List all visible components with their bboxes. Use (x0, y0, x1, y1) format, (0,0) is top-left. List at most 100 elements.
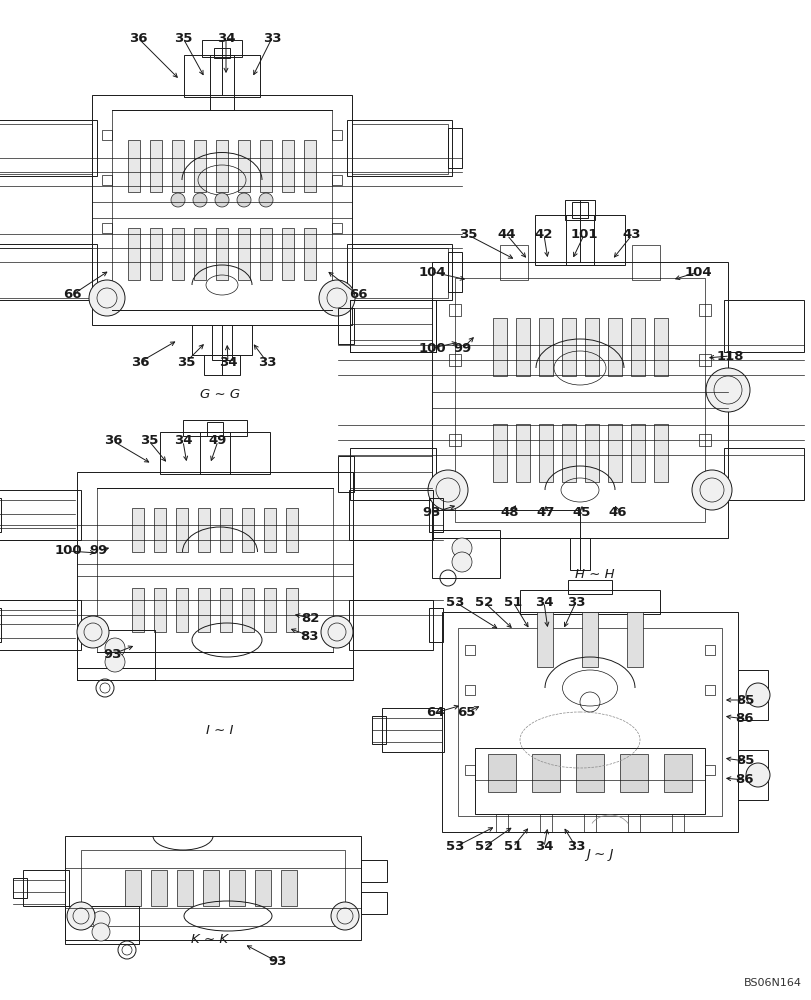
Bar (281, 870, 297, 906)
Text: 33: 33 (257, 356, 276, 368)
Bar (575, 754, 603, 792)
Bar (176, 508, 188, 552)
Bar (448, 354, 461, 366)
Bar (238, 140, 250, 192)
Circle shape (319, 280, 354, 316)
Bar (281, 140, 294, 192)
Bar (737, 670, 767, 720)
Bar (172, 140, 184, 192)
Bar (561, 318, 575, 376)
Bar (581, 612, 597, 667)
Bar (132, 508, 144, 552)
Bar (428, 498, 443, 532)
Bar (260, 140, 272, 192)
Text: 82: 82 (300, 611, 319, 624)
Text: 93: 93 (268, 955, 287, 968)
Text: 86: 86 (735, 773, 753, 786)
Bar (723, 448, 803, 500)
Bar (160, 432, 270, 474)
Bar (97, 488, 333, 652)
Text: 47: 47 (536, 506, 555, 520)
Bar (564, 200, 594, 220)
Bar (210, 55, 234, 110)
Text: 53: 53 (445, 840, 464, 853)
Bar (350, 448, 436, 500)
Bar (620, 754, 647, 792)
Bar (361, 860, 387, 882)
Bar (0, 120, 97, 176)
Text: 101: 101 (569, 229, 597, 241)
Bar (303, 140, 315, 192)
Bar (285, 508, 298, 552)
Bar (65, 906, 139, 944)
Circle shape (77, 616, 109, 648)
Bar (487, 754, 515, 792)
Circle shape (745, 763, 769, 787)
Bar (207, 422, 223, 436)
Bar (212, 325, 232, 360)
Bar (465, 765, 474, 775)
Bar (571, 202, 587, 218)
Text: 49: 49 (208, 434, 227, 448)
Text: 34: 34 (174, 434, 192, 448)
Bar (191, 325, 251, 355)
Circle shape (427, 470, 467, 510)
Bar (216, 140, 228, 192)
Text: 35: 35 (139, 434, 158, 448)
Bar (0, 600, 81, 650)
Bar (351, 248, 448, 298)
Text: G ∼ G: G ∼ G (200, 388, 240, 401)
Text: 66: 66 (348, 288, 367, 302)
Text: 35: 35 (174, 32, 192, 45)
Bar (281, 228, 294, 280)
Text: 100: 100 (54, 544, 82, 558)
Bar (704, 765, 714, 775)
Bar (13, 878, 27, 898)
Bar (150, 140, 162, 192)
Text: 65: 65 (457, 706, 474, 720)
Text: 35: 35 (458, 229, 477, 241)
Bar (198, 508, 210, 552)
Text: 66: 66 (62, 288, 81, 302)
Bar (264, 508, 276, 552)
Bar (150, 228, 162, 280)
Bar (154, 508, 165, 552)
Text: 93: 93 (104, 648, 122, 660)
Bar (431, 262, 727, 538)
Bar (216, 228, 228, 280)
Text: 36: 36 (104, 434, 122, 448)
Bar (500, 245, 527, 280)
Bar (200, 432, 230, 474)
Bar (496, 814, 508, 832)
Text: 48: 48 (500, 506, 518, 520)
Bar (128, 228, 139, 280)
Bar (260, 228, 272, 280)
Circle shape (171, 193, 185, 207)
Bar (220, 588, 232, 632)
Text: 100: 100 (418, 342, 445, 355)
Text: 42: 42 (534, 229, 552, 241)
Bar (176, 588, 188, 632)
Bar (132, 588, 144, 632)
Bar (630, 424, 644, 482)
Bar (539, 424, 552, 482)
Circle shape (452, 538, 471, 558)
Text: H ∼ H: H ∼ H (574, 568, 614, 582)
Text: J ∼ J: J ∼ J (586, 848, 613, 861)
Bar (337, 308, 354, 344)
Bar (431, 510, 579, 538)
Bar (448, 304, 461, 316)
Bar (534, 215, 624, 265)
Bar (332, 175, 341, 185)
Bar (539, 318, 552, 376)
Circle shape (259, 193, 272, 207)
Bar (350, 300, 436, 352)
Bar (229, 870, 245, 906)
Bar (172, 228, 184, 280)
Bar (492, 424, 506, 482)
Circle shape (105, 652, 125, 672)
Text: 34: 34 (534, 840, 552, 853)
Bar (177, 870, 193, 906)
Bar (125, 870, 141, 906)
Bar (704, 645, 714, 655)
